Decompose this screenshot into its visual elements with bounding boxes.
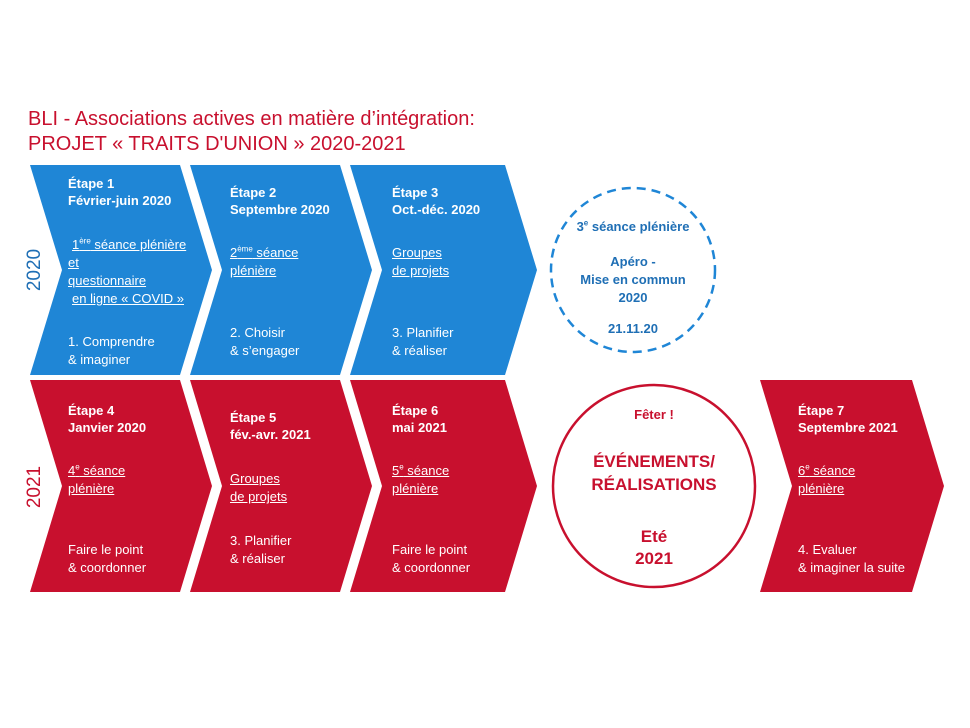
step-3-title: Étape 3 (392, 185, 439, 200)
step-4-action-line1: Faire le point (68, 542, 144, 557)
step-2-date: Septembre 2020 (230, 202, 330, 217)
chevron-step-6 (350, 380, 537, 592)
step-7-action-line2: & imaginer la suite (798, 560, 905, 575)
step-1-seance-line1: 1ère séance plénière (72, 236, 186, 253)
step-1-date: Février-juin 2020 (68, 193, 172, 208)
circle-2020-line2: Mise en commun (580, 272, 686, 287)
circle-2020-date: 21.11.20 (608, 321, 658, 336)
step-1-seance-line4: en ligne « COVID » (72, 291, 185, 306)
step-3-seance-line2: de projets (392, 263, 450, 278)
step-6-action-line1: Faire le point (392, 542, 468, 557)
step-1-seance-line2: et (68, 255, 79, 270)
step-4-date: Janvier 2020 (68, 420, 147, 435)
circle-2021-line3: Eté (640, 527, 668, 546)
step-5-title: Étape 5 (230, 410, 277, 425)
step-4-action-line2: & coordonner (68, 560, 147, 575)
step-2-seance-line2: plénière (230, 263, 277, 278)
step-6-date: mai 2021 (392, 420, 447, 435)
year-label-2021: 2021 (24, 465, 46, 509)
circle-evenements (551, 383, 757, 589)
chevron-step-7 (760, 380, 944, 592)
step-5-seance-line2: de projets (230, 489, 288, 504)
circle-seance-3 (549, 186, 717, 354)
step-6-seance-line2: plénière (392, 481, 439, 496)
chevron-step-3 (350, 165, 537, 375)
circle-2021-line1: ÉVÉNEMENTS/ (593, 452, 715, 471)
step-6-seance-line1: 5e séance (392, 462, 450, 478)
circle-2021-header: Fêter ! (634, 407, 674, 422)
step-7-title: Étape 7 (798, 403, 845, 418)
step-3-date: Oct.-déc. 2020 (392, 202, 481, 217)
circle-2020-header: 3e séance plénière (576, 218, 690, 234)
step-1-seance-line3: questionnaire (68, 273, 147, 288)
chevron-step-1 (30, 165, 212, 375)
step-1-action-line2: & imaginer (68, 352, 131, 367)
year-label-2020: 2020 (24, 248, 46, 292)
step-2-action-line1: 2. Choisir (230, 325, 285, 340)
step-2-seance-line1: 2ème séance (230, 244, 299, 260)
step-4-title: Étape 4 (68, 403, 115, 418)
step-1-seance-text: 1ère séance plénière (72, 236, 187, 252)
step-3-action-line2: & réaliser (392, 343, 447, 358)
chevron-step-5 (190, 380, 372, 592)
step-1-title: Étape 1 (68, 176, 115, 191)
step-5-seance-line1: Groupes (230, 471, 280, 486)
step-3-seance-line1: Groupes (392, 245, 442, 260)
step-2-title: Étape 2 (230, 185, 277, 200)
circle-2021-line4: 2021 (635, 549, 673, 568)
step-5-date: fév.-avr. 2021 (230, 427, 311, 442)
step-6-title: Étape 6 (392, 403, 439, 418)
step-5-action-line2: & réaliser (230, 551, 285, 566)
step-5-action-line1: 3. Planifier (230, 533, 292, 548)
step-7-seance-line2: plénière (798, 481, 845, 496)
step-4-seance-line2: plénière (68, 481, 115, 496)
circle-2020-line3: 2020 (618, 290, 648, 305)
page-title-line2: PROJET « TRAITS D'UNION » 2020-2021 (28, 133, 406, 155)
step-7-date: Septembre 2021 (798, 420, 898, 435)
chevron-step-2 (190, 165, 372, 375)
step-7-action-line1: 4. Evaluer (798, 542, 857, 557)
chevron-step-4 (30, 380, 212, 592)
step-7-seance-line1: 6e séance (798, 462, 856, 478)
step-3-action-line1: 3. Planifier (392, 325, 454, 340)
step-4-seance-line1: 4e séance (68, 462, 126, 478)
step-2-action-line2: & s’engager (230, 343, 300, 358)
step-1-action-line1: 1. Comprendre (68, 334, 155, 349)
circle-2020-line1: Apéro - (610, 254, 656, 269)
circle-2021-line2: RÉALISATIONS (591, 475, 717, 494)
step-6-action-line2: & coordonner (392, 560, 471, 575)
page-title-line1: BLI - Associations actives en matière d’… (28, 108, 475, 130)
